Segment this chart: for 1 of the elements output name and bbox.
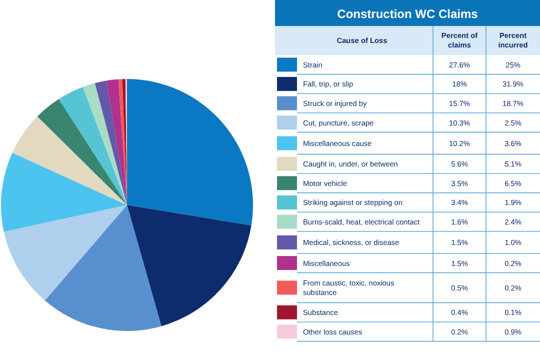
chart-title: Construction WC Claims: [337, 7, 478, 21]
